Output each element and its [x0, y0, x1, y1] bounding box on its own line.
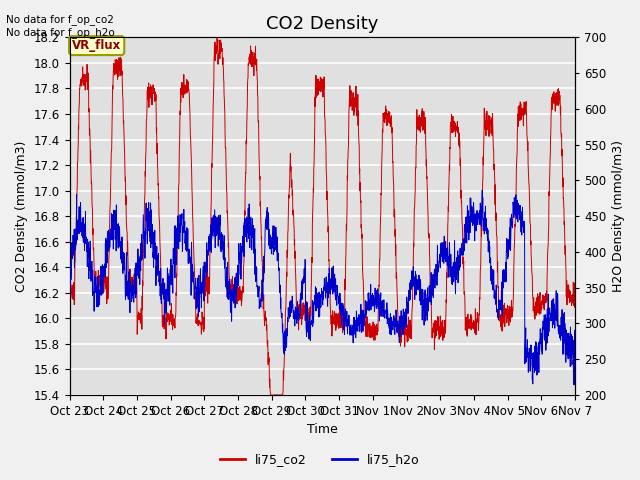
Y-axis label: H2O Density (mmol/m3): H2O Density (mmol/m3) — [612, 140, 625, 292]
Title: CO2 Density: CO2 Density — [266, 15, 378, 33]
Text: No data for f_op_co2
No data for f_op_h2o: No data for f_op_co2 No data for f_op_h2… — [6, 14, 115, 38]
Legend: li75_co2, li75_h2o: li75_co2, li75_h2o — [215, 448, 425, 471]
Y-axis label: CO2 Density (mmol/m3): CO2 Density (mmol/m3) — [15, 141, 28, 292]
X-axis label: Time: Time — [307, 423, 338, 436]
Text: VR_flux: VR_flux — [72, 39, 122, 52]
